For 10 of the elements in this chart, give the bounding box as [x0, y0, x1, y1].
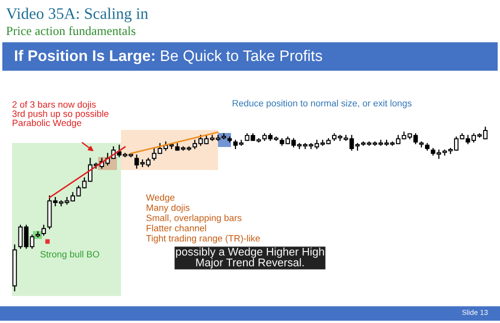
annotation: 2 of 3 bars now dojis 3rd push up so possible Parabolic Wedge: [12, 101, 108, 128]
text: Be Quick to Take Profits: [161, 50, 322, 64]
chart-title: Video 35A: Scaling in: [6, 8, 148, 22]
text: If Position Is Large:: [15, 50, 154, 64]
chart-subtitle: Price action fundamentals: [6, 26, 136, 36]
candlestick: [41, 224, 46, 236]
text: Reduce position to normal size, or exit longs: [232, 100, 412, 108]
annotation: Wedge Many dojis Small, overlapping bars Flatter channel Tight trading range (TR)-like: [146, 194, 260, 244]
annotation: possibly a Wedge Higher High Major Trend Reversal.: [176, 247, 324, 269]
annotation: Strong bull BO: [40, 250, 100, 260]
